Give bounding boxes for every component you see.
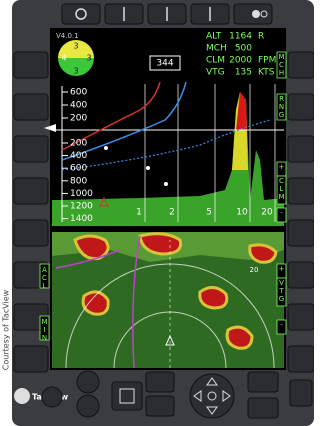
altitude-label: 200 xyxy=(70,114,87,124)
side-button[interactable] xyxy=(14,346,48,372)
altitude-label: 1400 xyxy=(70,214,93,224)
button-label: - xyxy=(278,321,286,329)
altitude-label: 800 xyxy=(70,176,87,186)
button-label: + xyxy=(278,265,286,273)
altitude-label: 400 xyxy=(70,101,87,111)
button-label: MIN xyxy=(41,318,49,342)
gauge-value: 3 xyxy=(86,54,91,63)
side-button[interactable] xyxy=(288,178,314,204)
side-button[interactable] xyxy=(14,178,48,204)
side-button[interactable] xyxy=(288,136,314,162)
readout-value: 135 xyxy=(235,68,252,78)
terrain-warning xyxy=(200,287,227,308)
readout-label: MCH xyxy=(206,44,227,54)
side-button[interactable] xyxy=(14,136,48,162)
button-label: ACL xyxy=(41,266,49,290)
altitude-label: 200 xyxy=(70,139,87,149)
top-buttons xyxy=(62,4,272,24)
mode-button[interactable] xyxy=(42,387,62,407)
terrain-warning xyxy=(250,245,276,262)
map-range-label: 20 xyxy=(250,266,259,274)
marker xyxy=(164,182,168,186)
direction-pad[interactable] xyxy=(190,374,234,418)
list-button[interactable] xyxy=(146,396,174,416)
select-button[interactable] xyxy=(112,382,142,410)
altitude-label: 1000 xyxy=(70,189,93,199)
icon xyxy=(252,10,260,18)
readout-unit: R xyxy=(258,32,264,42)
zoom-out-button[interactable] xyxy=(77,395,99,417)
button-label: + xyxy=(278,163,286,171)
side-button[interactable] xyxy=(288,346,314,372)
gauge-value: 3 xyxy=(73,67,78,76)
button-label: MCH xyxy=(278,53,286,77)
readout-unit: FPM xyxy=(258,56,276,66)
readout-value: 500 xyxy=(235,44,252,54)
altitude-label: 1200 xyxy=(70,202,93,212)
button-label: RNG xyxy=(278,95,286,119)
altitude-label: 400 xyxy=(70,151,87,161)
marker xyxy=(146,166,150,170)
readout-value: 2000 xyxy=(229,56,252,66)
power-button[interactable] xyxy=(62,4,100,24)
gauge-value: 3 xyxy=(73,42,78,51)
down-button[interactable] xyxy=(248,398,278,418)
marker xyxy=(104,146,108,150)
readout-label: CLM xyxy=(206,56,225,66)
side-button[interactable] xyxy=(14,94,48,120)
altitude-label: 600 xyxy=(70,164,87,174)
side-button[interactable] xyxy=(14,52,48,78)
side-button[interactable] xyxy=(288,52,314,78)
version: V4.0.1 xyxy=(56,32,79,40)
map-panel: 20 xyxy=(52,232,284,368)
readout-label: VTG xyxy=(206,68,225,78)
range-label: 1 xyxy=(136,208,142,218)
logo-icon xyxy=(14,388,30,404)
readout-label: ALT xyxy=(206,32,222,42)
heading: 344 xyxy=(156,59,173,69)
side-button[interactable] xyxy=(288,304,314,330)
range-label: 5 xyxy=(206,208,212,218)
side-button[interactable] xyxy=(288,220,314,246)
readout-unit: KTS xyxy=(258,68,275,78)
side-button[interactable] xyxy=(14,220,48,246)
side-button[interactable] xyxy=(290,380,312,406)
range-label: 10 xyxy=(236,208,248,218)
map-button[interactable] xyxy=(146,372,174,392)
zoom-in-button[interactable] xyxy=(77,371,99,393)
button-label: CLM xyxy=(278,177,286,201)
readout-value: 1164 xyxy=(229,32,252,42)
terrain-warning xyxy=(227,327,252,348)
credit: Courtesy of TacView xyxy=(2,289,11,370)
gauge-value: 4 xyxy=(61,54,66,63)
side-button[interactable] xyxy=(288,94,314,120)
side-button[interactable] xyxy=(288,262,314,288)
altitude-label: 600 xyxy=(70,88,87,98)
range-label: 20 xyxy=(261,208,273,218)
device: Courtesy of TacView xyxy=(0,0,314,426)
up-button[interactable] xyxy=(248,372,278,392)
button-label: - xyxy=(278,209,286,217)
range-label: 2 xyxy=(169,208,175,218)
button-label: VTG xyxy=(278,279,286,303)
